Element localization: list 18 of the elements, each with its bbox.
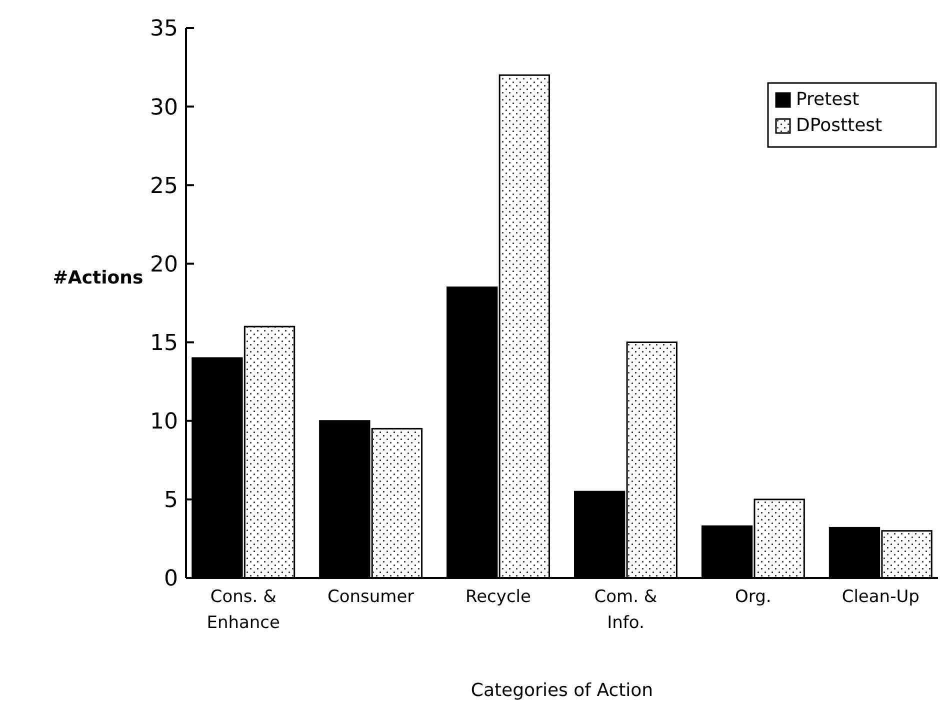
y-tick-label: 20 <box>150 252 178 278</box>
x-tick-label: Com. & Info. <box>594 587 658 633</box>
y-tick-label: 5 <box>164 488 178 514</box>
legend-label: Pretest <box>796 89 860 110</box>
y-tick-label: 30 <box>150 95 178 120</box>
y-tick-label: 10 <box>150 410 178 435</box>
x-axis-title: Categories of Action <box>470 680 654 701</box>
y-tick-label: 0 <box>164 566 178 592</box>
y-axis-title: #Actions <box>52 268 144 289</box>
legend-label: DPosttest <box>796 115 882 136</box>
x-tick-label: Recycle <box>466 587 531 607</box>
x-tick-label: Consumer <box>327 587 414 607</box>
x-tick-label: Org. <box>735 587 772 607</box>
y-tick-label: 35 <box>150 16 178 42</box>
x-tick-label: Cons. & Enhance <box>206 587 280 633</box>
y-tick-label: 15 <box>150 330 178 356</box>
x-tick-label: Clean-Up <box>842 587 920 607</box>
y-tick-label: 25 <box>150 174 178 199</box>
